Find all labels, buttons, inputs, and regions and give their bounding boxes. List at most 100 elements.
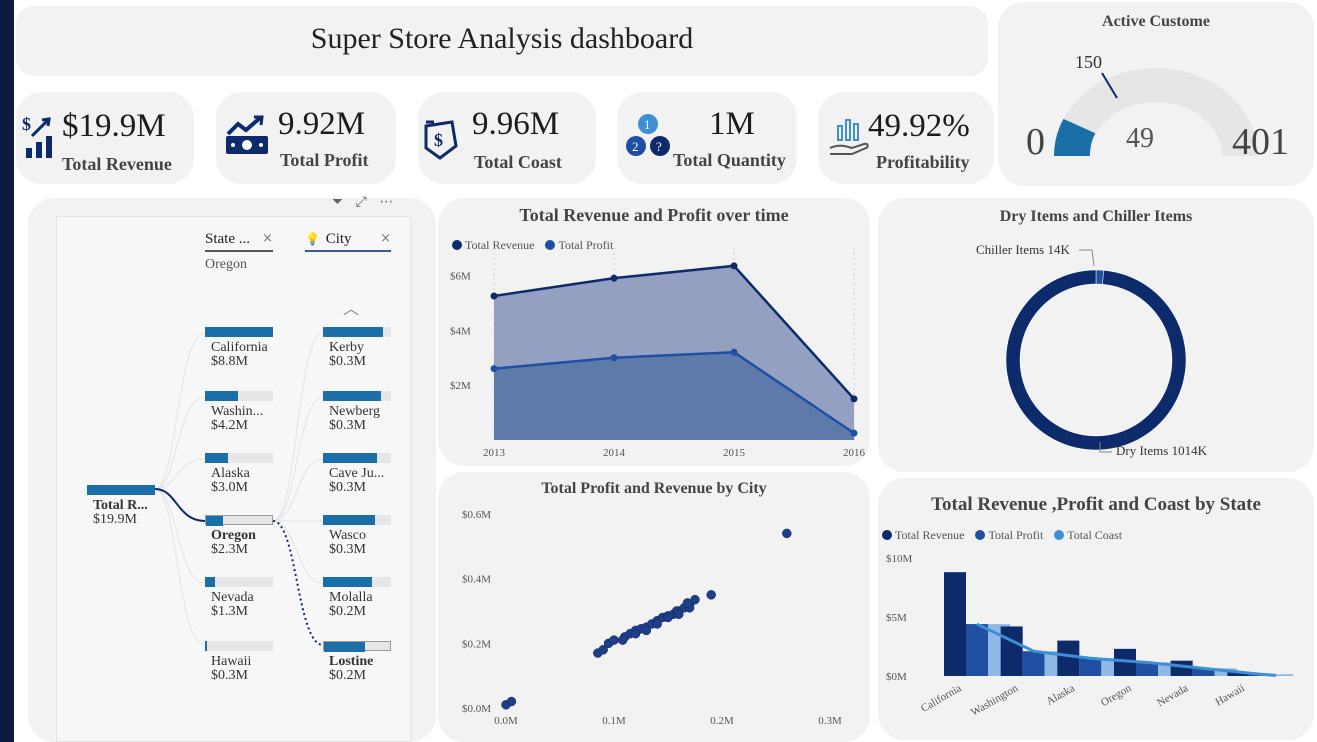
city-bar[interactable] [323, 391, 391, 401]
close-icon[interactable]: × [262, 231, 273, 246]
bar[interactable] [1000, 626, 1023, 676]
x-tick-label: Hawaii [1213, 682, 1247, 708]
bar[interactable] [1022, 651, 1045, 676]
bar[interactable] [1057, 640, 1080, 676]
city-bar[interactable] [323, 577, 391, 587]
kpi-card-coast[interactable]: $ 9.96M Total Coast [418, 92, 596, 184]
bar[interactable] [1079, 658, 1102, 676]
state-bar[interactable] [205, 391, 273, 401]
scatter-point[interactable] [598, 645, 608, 655]
left-accent-bar [0, 0, 14, 742]
kpi-card-revenue[interactable]: $ $19.9M Total Revenue [16, 92, 194, 184]
level1-header[interactable]: State ... × [205, 231, 273, 252]
gauge-max-label: 401 [1232, 121, 1289, 163]
scatter-point[interactable] [630, 628, 641, 639]
more-options-icon[interactable]: ⋯ [379, 194, 394, 210]
scatter-point[interactable] [663, 612, 673, 623]
bar[interactable] [944, 572, 966, 676]
state-bar[interactable] [205, 453, 273, 463]
donut-slice[interactable] [1005, 269, 1187, 451]
bar[interactable] [1227, 672, 1250, 676]
bar[interactable] [966, 624, 988, 676]
area-chart-card[interactable]: Total Revenue and Profit over time Total… [438, 198, 870, 466]
area-chart-legend: Total Revenue Total Profit [452, 238, 621, 253]
gauge-min-label: 0 [1026, 121, 1045, 163]
area-data-point[interactable] [730, 348, 738, 356]
area-data-point[interactable] [490, 292, 498, 300]
kpi-card-profitability[interactable]: 49.92% Profitability [818, 92, 994, 184]
city-bar[interactable] [323, 641, 391, 652]
city-bar[interactable] [323, 515, 391, 525]
x-tick-label: Oregon [1099, 682, 1134, 709]
area-data-point[interactable] [490, 365, 498, 373]
scatter-point[interactable] [506, 696, 517, 707]
kpi-value: $19.9M [62, 108, 166, 144]
gauge-target-line [1101, 72, 1118, 99]
profit-money-icon [226, 115, 268, 154]
gauge-target-label: 150 [1075, 52, 1102, 72]
root-value: $19.9M [93, 512, 137, 527]
scatter-point[interactable] [782, 528, 792, 539]
scatter-point[interactable] [706, 590, 716, 600]
bar[interactable] [1136, 662, 1158, 676]
city-value: $0.3M [329, 418, 366, 433]
bar[interactable] [1271, 674, 1294, 676]
legend-dot [1054, 530, 1065, 540]
city-value: $0.3M [329, 354, 366, 369]
chevron-up-icon[interactable]: ︿ [343, 299, 360, 318]
area-data-point[interactable] [610, 274, 618, 282]
y-tick-label: $6M [450, 270, 471, 282]
scatter-point[interactable] [641, 625, 652, 636]
active-connector [154, 488, 206, 522]
city-name: Newberg [329, 404, 381, 419]
scatter-chart-card[interactable]: Total Profit and Revenue by City 0.0M 0.1… [438, 472, 870, 742]
area-data-point[interactable] [610, 354, 618, 362]
legend-label: Total Coast [1067, 528, 1123, 542]
state-bar[interactable] [205, 577, 273, 587]
state-bar[interactable] [205, 515, 273, 526]
focus-mode-icon[interactable]: ⤢ [355, 194, 367, 210]
bar[interactable] [1192, 668, 1215, 676]
area-chart-title: Total Revenue and Profit over time [519, 205, 789, 225]
donut-chart-card[interactable]: Dry Items and Chiller Items Chiller Item… [878, 198, 1314, 472]
gauge-card[interactable]: Active Custome 150 0 49 401 [998, 2, 1314, 186]
scatter-point[interactable] [617, 635, 628, 645]
scatter-point[interactable] [652, 619, 662, 629]
y-tick-label: $4M [450, 325, 471, 337]
area-data-point[interactable] [850, 429, 858, 437]
svg-text:1: 1 [644, 117, 651, 132]
bar[interactable] [1114, 648, 1136, 676]
coast-tag-icon: $ [424, 120, 458, 160]
area-data-point[interactable] [730, 262, 738, 270]
state-name: Washin... [211, 404, 264, 419]
city-bar[interactable] [323, 453, 391, 463]
city-value: $0.2M [329, 668, 366, 683]
scatter-point[interactable] [674, 609, 684, 619]
bar-chart-card[interactable]: Total Revenue ,Profit and Coast by State… [878, 478, 1314, 740]
state-bar[interactable] [205, 641, 273, 651]
y-tick-label: $0.2M [462, 638, 491, 650]
root-bar[interactable] [87, 485, 155, 495]
decomposition-tree[interactable]: State ... × Oregon 💡 City × ︿ Total R...… [56, 216, 411, 742]
area-data-point[interactable] [850, 395, 858, 403]
city-value: $0.2M [329, 604, 366, 619]
donut-leader-line [1079, 249, 1095, 267]
kpi-card-quantity[interactable]: 1 2 ? 1M Total Quantity [617, 92, 797, 184]
city-bar[interactable] [323, 327, 391, 337]
scatter-point[interactable] [682, 598, 693, 608]
level2-header[interactable]: 💡 City × [305, 231, 391, 252]
state-bar[interactable] [205, 327, 273, 337]
profitability-hand-icon [829, 119, 869, 155]
y-tick-label: $5M [886, 612, 907, 624]
kpi-label: Total Revenue [62, 154, 172, 174]
kpi-label: Total Coast [474, 152, 562, 172]
kpi-card-profit[interactable]: 9.92M Total Profit [216, 92, 396, 184]
x-tick-label: Nevada [1155, 682, 1190, 709]
scatter-point[interactable] [609, 635, 619, 645]
title-card: Super Store Analysis dashboard [16, 6, 988, 76]
x-tick-label: Washington [969, 682, 1021, 719]
legend-label: Total Profit [558, 238, 614, 252]
close-icon[interactable]: × [380, 231, 391, 246]
bar[interactable] [1214, 668, 1237, 676]
filter-icon[interactable]: ⏷ [332, 194, 344, 210]
